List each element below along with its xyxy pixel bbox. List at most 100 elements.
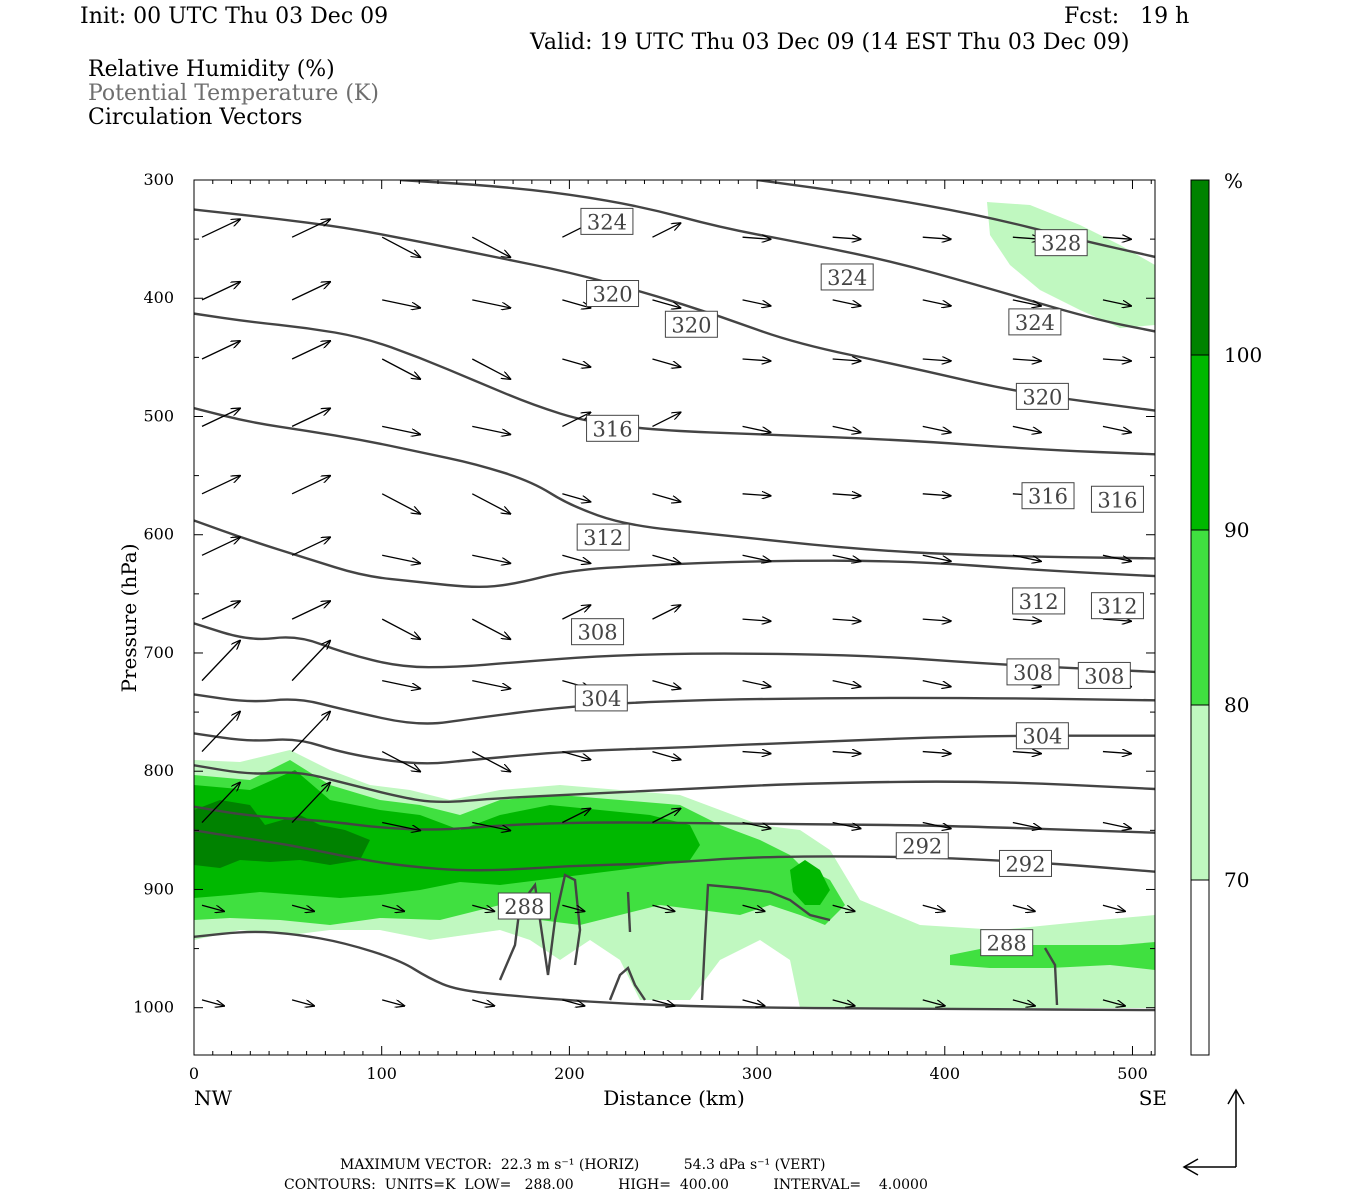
circulation-vector bbox=[1012, 299, 1041, 306]
nw-label: NW bbox=[194, 1086, 233, 1110]
circulation-vector bbox=[562, 904, 584, 911]
contour-label-box bbox=[820, 263, 874, 291]
contour-label-box bbox=[571, 618, 625, 646]
circulation-vector bbox=[562, 999, 584, 1006]
colorbar-segment bbox=[1191, 880, 1209, 1055]
circulation-vector bbox=[652, 904, 674, 911]
circulation-vector bbox=[922, 679, 951, 687]
circulation-vector bbox=[742, 494, 771, 496]
y-tick-label: 300 bbox=[143, 170, 174, 189]
colorbar-unit: % bbox=[1224, 169, 1243, 193]
circulation-vector bbox=[381, 750, 420, 772]
circulation-vector bbox=[562, 299, 590, 308]
contour-label-box bbox=[1008, 308, 1062, 336]
field-vectors-label: Circulation Vectors bbox=[88, 105, 303, 130]
circulation-vector bbox=[742, 679, 771, 687]
reference-vector bbox=[1182, 1088, 1245, 1176]
circulation-vector bbox=[922, 425, 951, 432]
contour-label-text: 324 bbox=[1015, 311, 1055, 335]
circulation-vector bbox=[1012, 425, 1041, 432]
rh-100-region bbox=[194, 800, 370, 868]
init-time: Init: 00 UTC Thu 03 Dec 09 bbox=[80, 4, 389, 29]
y-axis-title: Pressure (hPa) bbox=[117, 544, 141, 693]
contour-label-box bbox=[1090, 592, 1144, 620]
circulation-vector bbox=[1012, 554, 1041, 561]
contour-label-text: 324 bbox=[827, 266, 867, 290]
colorbar-frame bbox=[1190, 179, 1210, 1056]
circulation-vector bbox=[1012, 821, 1041, 829]
field-rh-label: Relative Humidity (%) bbox=[88, 57, 335, 82]
circulation-vector bbox=[471, 750, 510, 772]
contour-label-308: 308 bbox=[571, 618, 625, 646]
circulation-vector bbox=[471, 618, 510, 639]
circulation-vector bbox=[472, 299, 510, 308]
circulation-vector bbox=[922, 237, 951, 239]
circulation-vector bbox=[742, 237, 771, 239]
circulation-vector bbox=[652, 493, 680, 502]
circulation-vector bbox=[652, 358, 680, 367]
axes: 300 400 500 600 700 800 900 1000 0 100 200 300 400 50… bbox=[133, 170, 1155, 1083]
x-tick-label: 500 bbox=[1117, 1064, 1148, 1083]
circulation-vector bbox=[291, 601, 330, 620]
contour-label-box bbox=[980, 929, 1034, 957]
circulation-vector bbox=[201, 783, 240, 823]
theta-contour-304 bbox=[194, 732, 1155, 765]
contours-footer: CONTOURS: UNITS=K LOW= 288.00 HIGH= 400.… bbox=[284, 1177, 928, 1193]
theta-contour-316 bbox=[194, 519, 1155, 589]
theta-contour-320 bbox=[194, 407, 1155, 560]
circulation-vector bbox=[201, 999, 224, 1006]
circulation-vector bbox=[472, 821, 510, 831]
x-tick-label: 300 bbox=[742, 1064, 773, 1083]
contour-label-text: 308 bbox=[577, 621, 617, 645]
contour-label-box bbox=[998, 849, 1052, 877]
rh-70-upper-region bbox=[987, 202, 1155, 328]
contour-label-box bbox=[586, 414, 640, 442]
circulation-vector bbox=[382, 904, 404, 911]
circulation-vector bbox=[832, 359, 861, 361]
contour-label-box bbox=[586, 280, 640, 308]
colorbar-segment bbox=[1191, 355, 1209, 530]
x-axis-title: Distance (km) bbox=[603, 1086, 745, 1110]
circulation-vector bbox=[832, 494, 861, 496]
circulation-vector bbox=[472, 554, 510, 563]
circulation-vector bbox=[652, 999, 674, 1006]
contour-label-box bbox=[1006, 658, 1060, 686]
contour-label-box bbox=[1034, 229, 1088, 257]
circulation-vector bbox=[1102, 299, 1131, 306]
circulation-vector bbox=[562, 412, 590, 427]
colorbar-segment bbox=[1191, 180, 1209, 355]
contour-label-box bbox=[1021, 482, 1075, 510]
circulation-vector bbox=[201, 601, 240, 620]
theta-contour-308 bbox=[194, 693, 1155, 725]
contour-label-312: 312 bbox=[1090, 592, 1144, 620]
contour-labels: 324 320 320 324 328 324 320 316 316 316 312 312 312 3… bbox=[497, 207, 1144, 957]
circulation-vector bbox=[382, 679, 420, 689]
circulation-vector bbox=[922, 752, 951, 754]
circulation-vector bbox=[652, 554, 680, 563]
y-tick-label: 700 bbox=[143, 643, 174, 662]
circulation-vector bbox=[1012, 752, 1041, 754]
contour-label-324: 324 bbox=[580, 207, 634, 235]
circulation-vector bbox=[291, 537, 330, 556]
circulation-vector bbox=[742, 752, 771, 754]
circulation-vector bbox=[201, 537, 240, 556]
y-tick-label: 600 bbox=[143, 525, 174, 544]
contour-label-288: 288 bbox=[980, 929, 1034, 957]
circulation-vector bbox=[922, 494, 951, 496]
circulation-vector bbox=[922, 554, 951, 561]
circulation-vector bbox=[562, 750, 590, 760]
contour-label-text: 288 bbox=[987, 932, 1027, 956]
circulation-vector bbox=[382, 554, 420, 563]
circulation-vector bbox=[471, 358, 510, 379]
rh-colorbar: % 70 80 90 100 bbox=[1190, 169, 1262, 1056]
circulation-vector bbox=[472, 999, 494, 1006]
circulation-vector bbox=[1012, 359, 1041, 361]
contour-label-320: 320 bbox=[586, 280, 640, 308]
contour-label-text: 292 bbox=[1005, 852, 1045, 876]
colorbar-level-label: 80 bbox=[1224, 693, 1249, 717]
contour-label-text: 308 bbox=[1084, 664, 1124, 688]
contour-label-text: 328 bbox=[1041, 232, 1081, 256]
x-tick-label: 100 bbox=[366, 1064, 397, 1083]
circulation-vector bbox=[922, 904, 945, 911]
